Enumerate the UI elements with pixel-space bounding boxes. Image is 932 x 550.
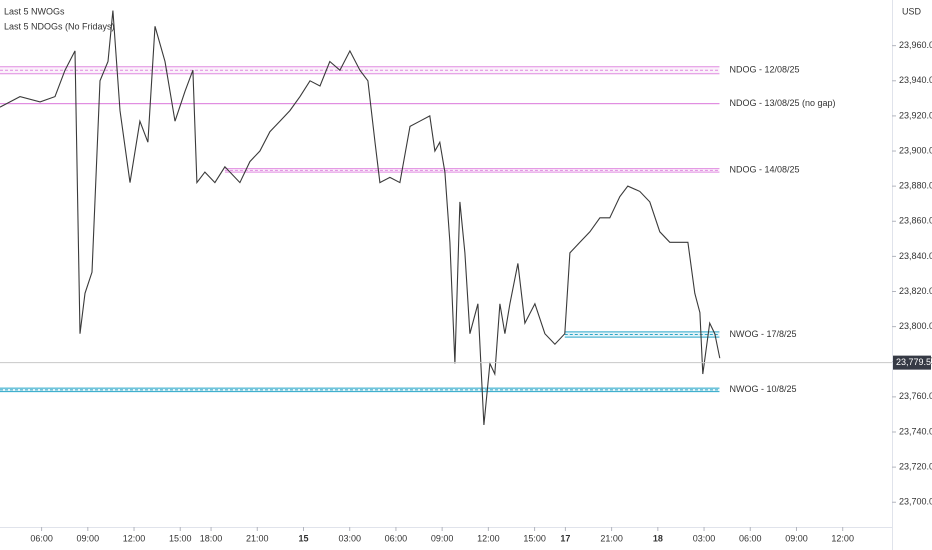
- x-tick-label: 12:00: [123, 533, 146, 543]
- level-label: NDOG - 13/08/25 (no gap): [729, 98, 835, 108]
- y-tick-label: 23,880.00: [899, 181, 932, 191]
- level-label: NDOG - 12/08/25: [729, 65, 799, 75]
- y-tick-label: 23,740.00: [899, 426, 932, 436]
- y-tick-label: 23,720.00: [899, 461, 932, 471]
- x-tick-label: 03:00: [693, 533, 716, 543]
- x-tick-label: 17: [560, 533, 570, 543]
- y-tick-label: 23,940.00: [899, 75, 932, 85]
- legend-item: Last 5 NDOGs (No Fridays): [4, 21, 115, 31]
- y-tick-label: 23,760.00: [899, 391, 932, 401]
- level-label: NWOG - 10/8/25: [729, 384, 796, 394]
- x-tick-label: 15: [298, 533, 308, 543]
- x-tick-label: 03:00: [338, 533, 361, 543]
- x-tick-label: 21:00: [246, 533, 269, 543]
- x-tick-label: 18: [653, 533, 663, 543]
- y-tick-label: 23,700.00: [899, 497, 932, 507]
- x-tick-label: 15:00: [169, 533, 192, 543]
- y-tick-label: 23,800.00: [899, 321, 932, 331]
- x-tick-label: 06:00: [30, 533, 53, 543]
- x-tick-label: 12:00: [831, 533, 854, 543]
- x-tick-label: 21:00: [600, 533, 623, 543]
- y-tick-label: 23,920.00: [899, 110, 932, 120]
- currency-label: USD: [902, 6, 922, 16]
- y-tick-label: 23,960.00: [899, 40, 932, 50]
- current-price-box: [893, 355, 931, 370]
- level-label: NWOG - 17/8/25: [729, 329, 796, 339]
- y-tick-label: 23,900.00: [899, 145, 932, 155]
- y-tick-label: 23,840.00: [899, 251, 932, 261]
- x-tick-label: 09:00: [431, 533, 454, 543]
- x-tick-label: 06:00: [385, 533, 408, 543]
- x-tick-label: 18:00: [200, 533, 223, 543]
- x-tick-label: 06:00: [739, 533, 762, 543]
- y-tick-label: 23,820.00: [899, 286, 932, 296]
- level-label: NDOG - 14/08/25: [729, 165, 799, 175]
- x-tick-label: 15:00: [523, 533, 546, 543]
- price-line: [0, 10, 721, 426]
- x-tick-label: 09:00: [77, 533, 100, 543]
- current-price-label: 23,779.50: [896, 357, 932, 367]
- x-tick-label: 12:00: [477, 533, 500, 543]
- level-zone: [0, 388, 720, 392]
- x-tick-label: 09:00: [785, 533, 808, 543]
- legend-item: Last 5 NWOGs: [4, 6, 65, 16]
- y-tick-label: 23,860.00: [899, 216, 932, 226]
